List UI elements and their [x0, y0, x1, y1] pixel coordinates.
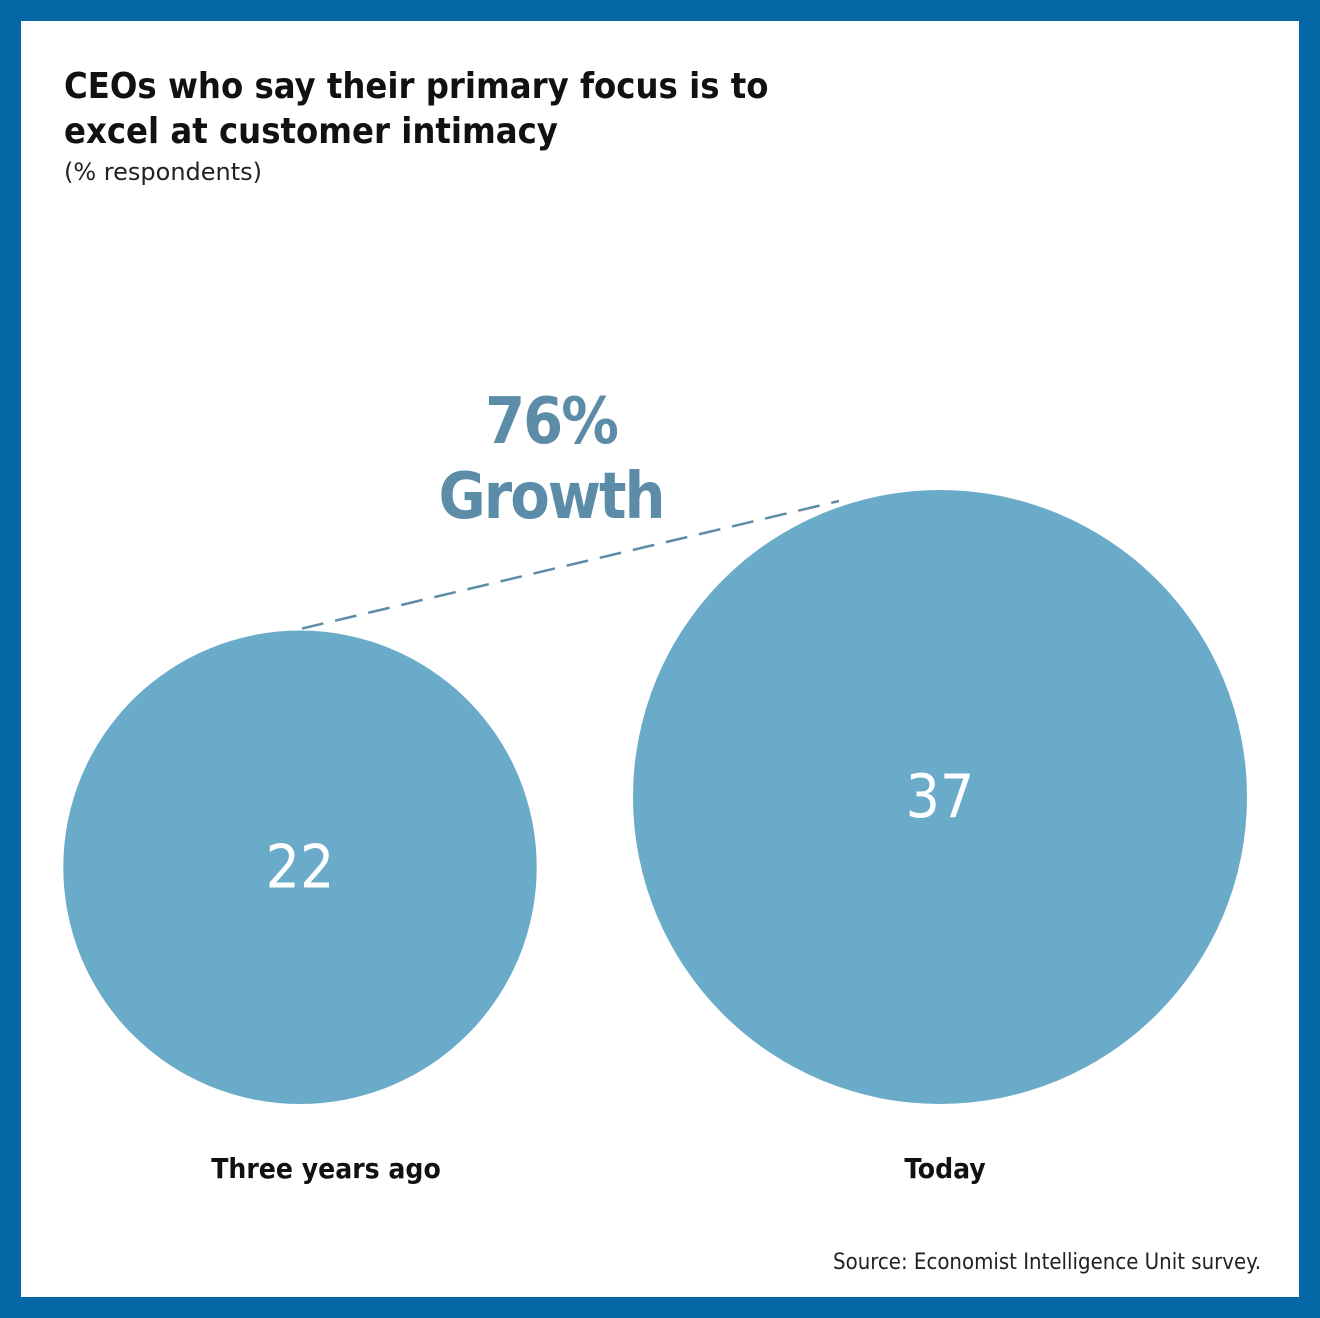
category-label-three-years-ago: Three years ago — [211, 1152, 441, 1185]
chart-title-line-2: excel at customer intimacy — [64, 111, 558, 152]
growth-percent-label: 76% — [485, 385, 617, 459]
bubble-three-years-ago — [63, 630, 537, 1104]
value-label-three-years-ago: 22 — [266, 832, 335, 902]
chart-subtitle: (% respondents) — [64, 158, 263, 186]
chart-frame: CEOs who say their primary focus is to e… — [21, 21, 1299, 1297]
growth-word-label: Growth — [439, 460, 664, 534]
value-label-today: 37 — [906, 762, 975, 832]
bubble-today — [633, 490, 1247, 1104]
growth-connector-line — [301, 499, 840, 630]
chart-title-line-1: CEOs who say their primary focus is to — [64, 66, 769, 107]
source-note: Source: Economist Intelligence Unit surv… — [833, 1250, 1261, 1275]
bubble-chart: 76% Growth 22 37 Three years ago Today — [63, 385, 1247, 1185]
category-label-today: Today — [904, 1152, 985, 1185]
